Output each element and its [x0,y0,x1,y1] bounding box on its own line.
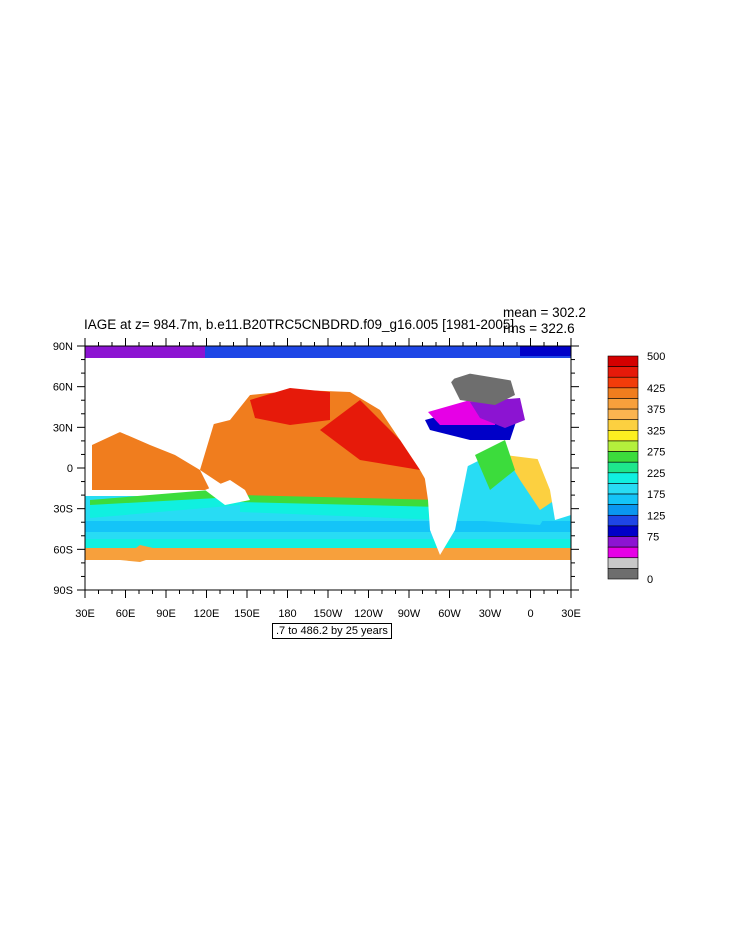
y-tick-label: 90S [53,585,73,597]
land-australia [205,480,250,505]
x-tick-label: 60E [116,608,136,620]
colorbar-swatch [607,440,639,452]
southern-lightblue-band [85,530,571,539]
mean-label: mean = 302.2 [503,305,586,320]
colorbar-label: 225 [647,468,665,480]
colorbar-swatch [607,568,639,580]
y-axis: 90N 60N 30N 0 30S 60S 90S [53,341,579,597]
x-tick-label: 120W [354,608,383,620]
colorbar-swatch [607,493,639,505]
north-pacific-max [250,388,330,425]
colorbar-label: 125 [647,510,665,522]
colorbar-swatch [607,419,639,431]
colorbar-swatch [607,461,639,474]
land-antarctica [85,560,571,590]
y-tick-label: 60S [53,544,73,556]
y-tick-label: 0 [67,463,73,475]
land-northern [85,358,571,440]
x-tick-label: 180 [278,608,296,620]
colorbar-label: 275 [647,447,665,459]
antarctic-patch [120,545,170,562]
colorbar-swatch [607,408,639,421]
colorbar-swatch [607,525,639,537]
colorbar-swatch [607,376,639,389]
greenland-gray [450,372,515,405]
x-tick-label: 60W [438,608,461,620]
x-tick-label: 150W [314,608,343,620]
x-tick-label: 150E [234,608,260,620]
x-tick-label: 30E [561,608,581,620]
arctic-band [85,346,571,358]
colorbar-swatch [607,366,639,378]
colorbar: 500 425 375 325 275 225 175 125 75 0 [607,351,665,586]
colorbar-swatch [607,557,639,569]
x-tick-label: 30W [479,608,502,620]
contour-info: .7 to 486.2 by 25 years [272,623,392,639]
x-tick-label: 120E [194,608,220,620]
north-atlantic-purple [470,398,525,428]
colorbar-label: 175 [647,489,665,501]
land-south-america [420,440,470,555]
x-tick-label: 0 [527,608,533,620]
indian-cyan-band [90,497,240,518]
east-pacific-max [320,400,420,470]
x-axis: 30E 60E 90E 120E 150E 180 150W 120W 90W 60W 30W 0 30… [75,338,581,620]
colorbar-swatch [607,355,639,367]
colorbar-swatch [607,483,639,495]
arctic-purple [85,346,205,358]
colorbar-swatch [607,536,639,548]
arctic-east [520,346,571,356]
colorbar-label: 375 [647,404,665,416]
y-tick-label: 30N [53,422,73,434]
colorbar-swatch [607,387,639,399]
equatorial-atlantic-green [475,440,515,490]
pacific-cyan-band [240,502,440,520]
x-tick-label: 90W [398,608,421,620]
southern-cyan-band [85,538,571,548]
y-tick-label: 60N [53,382,73,394]
colorbar-swatch [607,546,639,559]
y-tick-label: 90N [53,341,73,353]
ocean-field [85,346,571,590]
colorbar-swatch [607,504,639,516]
colorbar-label: 0 [647,574,653,586]
colorbar-label: 500 [647,351,665,363]
y-tick-label: 30S [53,504,73,516]
colorbar-label: 425 [647,383,665,395]
colorbar-swatch [607,514,639,527]
x-tick-label: 30E [75,608,95,620]
x-tick-label: 90E [156,608,176,620]
colorbar-label: 75 [647,532,659,544]
colorbar-swatch [607,398,639,410]
colorbar-swatch [607,430,639,442]
colorbar-swatch [607,472,639,484]
land-africa [530,430,571,520]
plot-title: IAGE at z= 984.7m, b.e11.B20TRC5CNBDRD.f… [84,317,515,332]
indian-ocean-region [92,432,210,490]
colorbar-label: 325 [647,425,665,437]
rms-label: rms = 322.6 [503,321,575,336]
colorbar-swatch [607,451,639,463]
